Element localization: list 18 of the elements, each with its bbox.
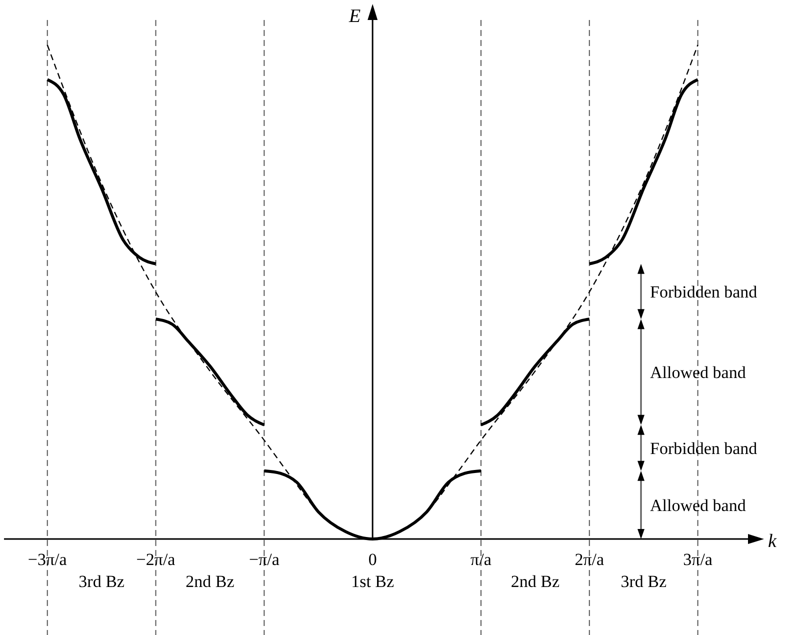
x-tick-label: π/a: [470, 550, 492, 569]
text: 2nd Bz: [510, 572, 560, 591]
text: 3rd Bz: [78, 572, 125, 591]
x-tick-label: −2π/a: [136, 550, 176, 569]
text: 2nd Bz: [186, 572, 235, 591]
x-tick-label: −3π/a: [28, 550, 68, 569]
annotation: Allowed band: [650, 496, 746, 515]
x-tick-label: 3π/a: [683, 550, 713, 569]
annotation: Forbidden band: [650, 282, 758, 302]
x-tick-label: 2π/a: [574, 550, 605, 569]
annotation: Forbidden band: [650, 438, 758, 458]
text: 3rd Bz: [620, 572, 667, 591]
x-tick-label: −π/a: [248, 550, 280, 569]
annotation: Allowed band: [650, 363, 746, 382]
x-axis-title: k: [768, 531, 777, 552]
text: 1st Bz: [351, 572, 395, 591]
x-tick-label: 0: [368, 550, 377, 569]
y-axis-title: E: [348, 6, 361, 27]
